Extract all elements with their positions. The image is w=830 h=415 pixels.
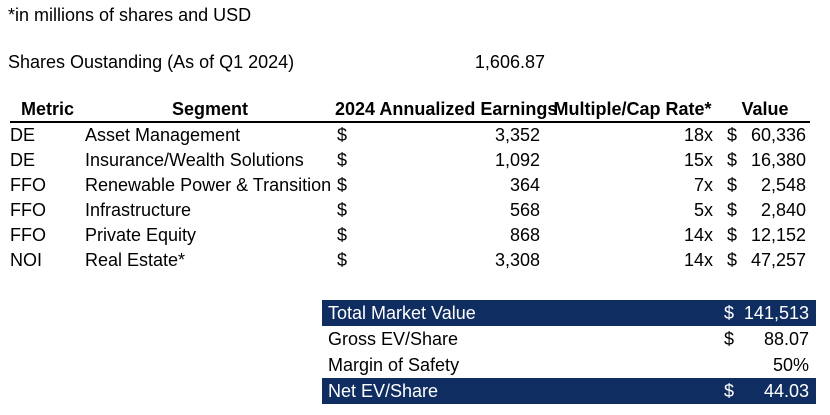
cell-earnings-dollar: $ [337, 225, 348, 245]
cell-value-dollar: $ [727, 125, 738, 145]
summary-label: Gross EV/Share [328, 329, 459, 349]
header-value: Value [741, 99, 789, 119]
summary-value: 88.07 [763, 329, 809, 349]
valuation-table: Metric Segment 2024 Annualized Earnings … [10, 97, 810, 273]
cell-segment: Real Estate* [85, 250, 186, 270]
shares-outstanding-label: Shares Oustanding (As of Q1 2024) [8, 52, 295, 72]
cell-multiple: 5x [693, 200, 713, 220]
summary-value: 50% [772, 355, 809, 375]
cell-earnings: 3,308 [494, 250, 540, 270]
cell-metric: FFO [10, 225, 46, 245]
cell-earnings-dollar: $ [337, 125, 348, 145]
units-note: *in millions of shares and USD [8, 5, 252, 25]
table-row: NOI Real Estate* $ 3,308 14x $ 47,257 [10, 248, 810, 273]
cell-earnings: 568 [509, 200, 540, 220]
cell-metric: NOI [10, 250, 43, 270]
summary-dollar: $ [724, 329, 735, 349]
cell-value: 47,257 [750, 250, 806, 270]
cell-metric: FFO [10, 175, 46, 195]
summary-value-cell: 50% [724, 352, 816, 378]
table-header-row: Metric Segment 2024 Annualized Earnings … [10, 97, 810, 123]
summary-label: Net EV/Share [328, 381, 439, 401]
cell-earnings: 868 [509, 225, 540, 245]
cell-segment: Asset Management [85, 125, 241, 145]
cell-value: 12,152 [750, 225, 806, 245]
cell-earnings-dollar: $ [337, 250, 348, 270]
summary-value: 44.03 [763, 381, 809, 401]
cell-earnings: 3,352 [494, 125, 540, 145]
cell-metric: DE [10, 125, 36, 145]
cell-metric: FFO [10, 200, 46, 220]
summary-value-cell: $ 88.07 [724, 326, 816, 352]
summary-dollar: $ [724, 303, 735, 323]
table-row: FFO Renewable Power & Transition $ 364 7… [10, 173, 810, 198]
header-segment: Segment [171, 99, 249, 119]
summary-row-margin-of-safety: Margin of Safety 50% [322, 352, 816, 378]
cell-earnings: 1,092 [494, 150, 540, 170]
cell-multiple: 14x [683, 225, 713, 245]
table-row: FFO Infrastructure $ 568 5x $ 2,840 [10, 198, 810, 223]
cell-multiple: 14x [683, 250, 713, 270]
cell-value: 2,840 [760, 200, 806, 220]
cell-multiple: 18x [683, 125, 713, 145]
cell-value-dollar: $ [727, 250, 738, 270]
cell-earnings-dollar: $ [337, 175, 348, 195]
cell-value-dollar: $ [727, 175, 738, 195]
summary-dollar: $ [724, 381, 735, 401]
cell-value: 60,336 [750, 125, 806, 145]
summary-dollar [724, 352, 740, 378]
summary-block: Total Market Value $ 141,513 Gross EV/Sh… [322, 300, 816, 404]
summary-label: Total Market Value [328, 303, 476, 323]
cell-segment: Insurance/Wealth Solutions [85, 150, 304, 170]
summary-row-net-ev-share: Net EV/Share $ 44.03 [322, 378, 816, 404]
cell-segment: Renewable Power & Transition [85, 175, 332, 195]
cell-multiple: 7x [693, 175, 713, 195]
summary-value: 141,513 [743, 303, 809, 323]
cell-value-dollar: $ [727, 225, 738, 245]
summary-label: Margin of Safety [328, 355, 460, 375]
table-row: FFO Private Equity $ 868 14x $ 12,152 [10, 223, 810, 248]
cell-earnings-dollar: $ [337, 150, 348, 170]
shares-outstanding-value: 1,606.87 [474, 52, 545, 72]
summary-row-total-market-value: Total Market Value $ 141,513 [322, 300, 816, 326]
summary-value-cell: $ 141,513 [724, 300, 816, 326]
cell-segment: Infrastructure [85, 200, 192, 220]
summary-value-cell: $ 44.03 [724, 378, 816, 404]
cell-earnings-dollar: $ [337, 200, 348, 220]
cell-segment: Private Equity [85, 225, 197, 245]
cell-metric: DE [10, 150, 36, 170]
header-earnings: 2024 Annualized Earnings [335, 99, 558, 119]
cell-value-dollar: $ [727, 200, 738, 220]
cell-value-dollar: $ [727, 150, 738, 170]
header-multiple: Multiple/Cap Rate* [553, 99, 712, 119]
header-metric: Metric [20, 99, 74, 119]
summary-row-gross-ev-share: Gross EV/Share $ 88.07 [322, 326, 816, 352]
cell-value: 2,548 [760, 175, 806, 195]
cell-earnings: 364 [509, 175, 540, 195]
cell-multiple: 15x [683, 150, 713, 170]
table-row: DE Asset Management $ 3,352 18x $ 60,336 [10, 123, 810, 148]
cell-value: 16,380 [750, 150, 806, 170]
table-row: DE Insurance/Wealth Solutions $ 1,092 15… [10, 148, 810, 173]
